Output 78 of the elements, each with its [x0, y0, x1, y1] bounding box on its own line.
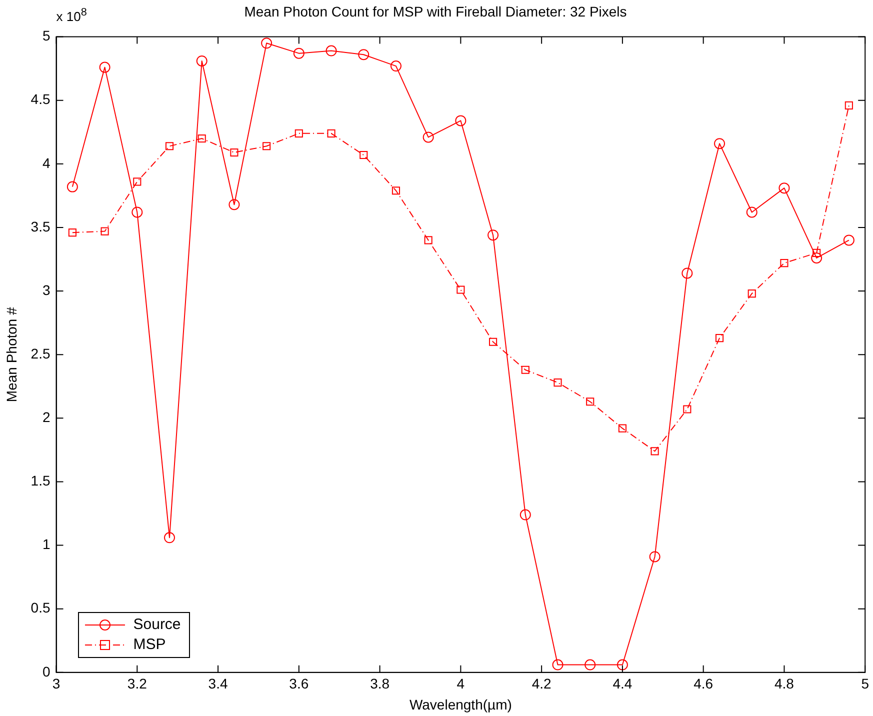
point	[584, 659, 596, 670]
point	[748, 290, 756, 298]
x-axis-title: Wavelength(µm)	[409, 696, 512, 712]
x-tick-label: 3	[52, 676, 60, 692]
point	[132, 206, 143, 218]
point	[68, 228, 76, 237]
y-tick-label: 2	[42, 409, 50, 426]
point	[424, 236, 432, 244]
x-tick-label: 3.2	[127, 676, 148, 692]
x-tick-label: 4.8	[774, 676, 794, 692]
y-tick-label: 5	[42, 28, 50, 44]
point	[844, 101, 853, 110]
y-tick-label: 4	[42, 154, 50, 171]
point	[230, 148, 238, 157]
y-tick-label: 3	[42, 282, 50, 298]
point	[778, 182, 790, 194]
point	[99, 62, 110, 73]
point	[489, 338, 498, 346]
x-tick-label: 3.8	[370, 676, 390, 692]
chart-title: Mean Photon Count for MSP with Fireball Diameter: 32 Pixels	[244, 3, 627, 20]
x-tick-label: 4.6	[694, 676, 714, 692]
y-tick-label: 0.5	[30, 600, 50, 616]
point	[196, 55, 208, 66]
point	[455, 115, 466, 126]
x-tick-label: 4.4	[612, 676, 632, 692]
point	[714, 138, 726, 150]
point	[228, 199, 240, 210]
point	[133, 178, 142, 186]
point	[358, 49, 370, 60]
point	[294, 129, 303, 138]
point	[650, 447, 659, 456]
point	[715, 334, 724, 342]
legend-label: MSP	[133, 635, 166, 656]
point	[521, 366, 530, 374]
point	[456, 286, 465, 294]
point	[843, 234, 854, 246]
point	[811, 252, 822, 264]
point	[262, 142, 271, 150]
y-axis-title: Mean Photon #	[3, 306, 20, 402]
x-tick-label: 5	[861, 676, 870, 692]
text: x 10$^{8}$	[56, 6, 87, 24]
point	[488, 230, 499, 241]
point	[327, 129, 336, 138]
point	[812, 248, 821, 257]
point	[520, 509, 531, 520]
point	[422, 132, 434, 143]
point	[616, 659, 628, 670]
point	[165, 142, 174, 150]
point	[780, 259, 788, 268]
point	[198, 134, 206, 143]
point	[164, 532, 175, 544]
point	[360, 150, 368, 160]
point	[66, 181, 78, 192]
x-tick-label: 3.6	[289, 676, 309, 692]
legend-label: Source	[133, 615, 181, 636]
point	[392, 186, 400, 195]
y-tick-label: 0	[42, 663, 50, 680]
x-tick-label: 3.4	[208, 676, 228, 692]
point	[618, 424, 626, 432]
point	[746, 206, 758, 218]
point	[261, 38, 272, 49]
point	[649, 551, 660, 562]
y-tick-label: 1.5	[30, 472, 50, 489]
point	[554, 378, 562, 387]
point	[682, 268, 693, 279]
x-tick-label: 4.2	[532, 676, 552, 692]
y-tick-label: 2.5	[30, 345, 50, 362]
point	[100, 227, 109, 236]
point	[293, 48, 304, 59]
point	[552, 659, 564, 670]
point	[326, 45, 337, 56]
point	[683, 405, 692, 414]
y-tick-label: 4.5	[30, 91, 50, 108]
point	[390, 60, 402, 72]
point	[586, 398, 594, 406]
y-tick-label: 1	[42, 536, 50, 552]
x-tick-label: 4	[456, 676, 465, 692]
y-tick-label: 3.5	[30, 218, 50, 234]
